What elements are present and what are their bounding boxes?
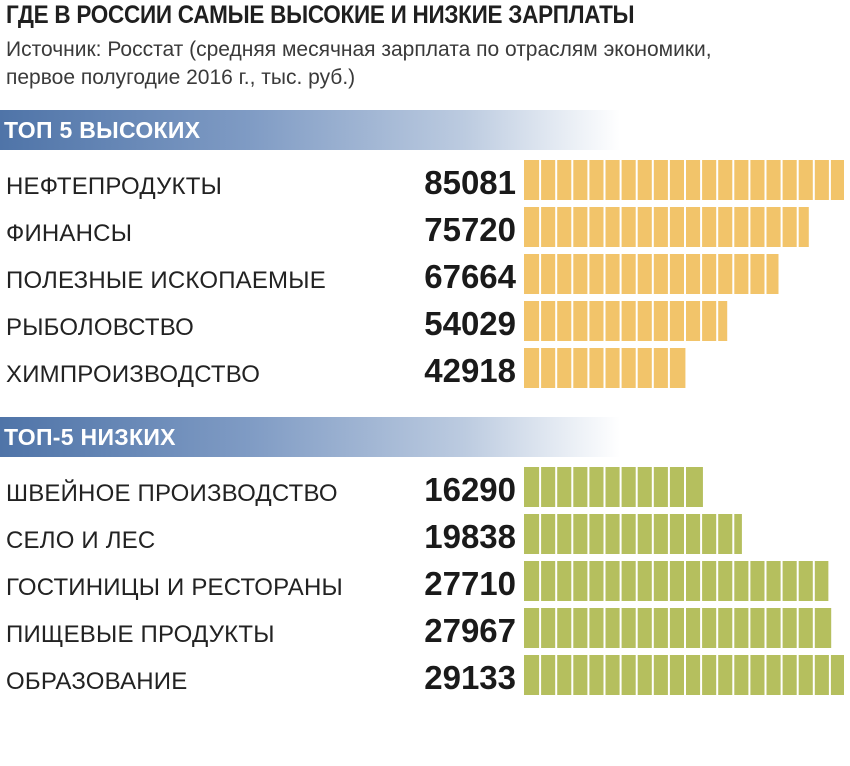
bar-low-4 [524,655,844,695]
category-label: ГОСТИНИЦЫ И РЕСТОРАНЫ [6,574,343,601]
category-label: СЕЛО И ЛЕС [6,527,156,554]
category-label: ФИНАНСЫ [6,220,133,247]
chart-subtitle: Источник: Росстат (средняя месячная зарп… [6,36,712,92]
section-title-low: ТОП-5 НИЗКИХ [4,424,176,450]
bar-high-0 [524,160,844,200]
value-label: 19838 [424,518,516,555]
value-label: 16290 [424,471,516,508]
value-label: 67664 [424,258,516,295]
bar-high-2 [524,254,779,294]
category-label: ШВЕЙНОЕ ПРОИЗВОДСТВО [6,480,338,507]
bar-low-0 [524,467,703,507]
category-label: ОБРАЗОВАНИЕ [6,668,188,695]
value-label: 42918 [424,352,516,389]
bar-high-4 [524,348,686,388]
value-label: 54029 [424,305,516,342]
section-header-low: ТОП-5 НИЗКИХ [0,417,620,457]
category-label: ПИЩЕВЫЕ ПРОДУКТЫ [6,621,275,648]
category-label: ХИМПРОИЗВОДСТВО [6,361,261,388]
section-title-high: ТОП 5 ВЫСОКИХ [4,117,201,143]
value-label: 27710 [424,565,516,602]
bar-low-3 [524,608,832,648]
category-label: НЕФТЕПРОДУКТЫ [6,173,223,200]
value-label: 29133 [424,659,516,696]
value-label: 85081 [424,164,516,201]
bar-high-3 [524,301,728,341]
chart-title: ГДЕ В РОССИИ САМЫЕ ВЫСОКИЕ И НИЗКИЕ ЗАРП… [6,1,635,29]
section-header-high: ТОП 5 ВЫСОКИХ [0,110,620,150]
bar-high-1 [524,207,809,247]
category-label: РЫБОЛОВСТВО [6,314,195,341]
bar-low-2 [524,561,829,601]
value-label: 75720 [424,211,516,248]
subtitle-line-2: первое полугодие 2016 г., тыс. руб.) [6,66,356,89]
bar-low-1 [524,514,742,554]
category-label: ПОЛЕЗНЫЕ ИСКОПАЕМЫЕ [6,267,326,294]
subtitle-line-1: Источник: Росстат (средняя месячная зарп… [6,38,712,61]
value-label: 27967 [424,612,516,649]
